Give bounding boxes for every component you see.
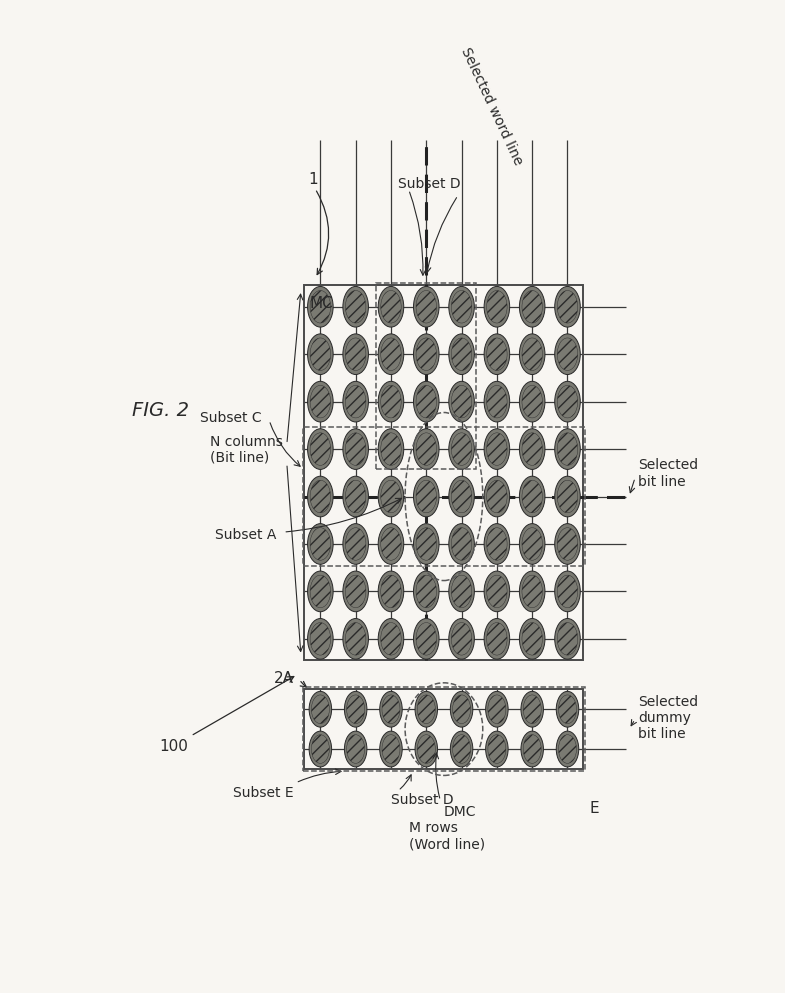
Ellipse shape xyxy=(484,381,509,422)
Ellipse shape xyxy=(343,477,368,517)
Ellipse shape xyxy=(378,524,403,565)
Ellipse shape xyxy=(308,287,333,328)
Ellipse shape xyxy=(554,429,580,470)
Ellipse shape xyxy=(414,731,437,767)
Ellipse shape xyxy=(413,571,439,612)
Ellipse shape xyxy=(378,429,403,470)
Ellipse shape xyxy=(413,287,439,328)
Ellipse shape xyxy=(413,335,439,375)
Ellipse shape xyxy=(379,691,402,727)
Ellipse shape xyxy=(448,524,474,565)
Ellipse shape xyxy=(378,619,403,659)
Ellipse shape xyxy=(378,571,403,612)
Ellipse shape xyxy=(450,691,473,727)
Ellipse shape xyxy=(345,691,367,727)
Text: E: E xyxy=(589,801,598,816)
Text: Subset C: Subset C xyxy=(200,411,262,425)
Ellipse shape xyxy=(448,335,474,375)
Ellipse shape xyxy=(519,619,545,659)
Text: Subset D: Subset D xyxy=(398,177,460,192)
Ellipse shape xyxy=(343,287,368,328)
Ellipse shape xyxy=(343,335,368,375)
Ellipse shape xyxy=(413,524,439,565)
Ellipse shape xyxy=(485,691,508,727)
Ellipse shape xyxy=(378,335,403,375)
Ellipse shape xyxy=(556,691,579,727)
Ellipse shape xyxy=(413,429,439,470)
Ellipse shape xyxy=(519,429,545,470)
Ellipse shape xyxy=(378,477,403,517)
Ellipse shape xyxy=(554,335,580,375)
Ellipse shape xyxy=(308,619,333,659)
Text: FIG. 2: FIG. 2 xyxy=(132,400,188,419)
Ellipse shape xyxy=(413,619,439,659)
Ellipse shape xyxy=(308,429,333,470)
Ellipse shape xyxy=(484,619,509,659)
Ellipse shape xyxy=(379,731,402,767)
Text: Selected
dummy
bit line: Selected dummy bit line xyxy=(638,694,698,741)
Ellipse shape xyxy=(484,571,509,612)
Ellipse shape xyxy=(413,381,439,422)
Ellipse shape xyxy=(309,731,331,767)
Ellipse shape xyxy=(414,691,437,727)
Ellipse shape xyxy=(485,731,508,767)
Ellipse shape xyxy=(484,287,509,328)
Ellipse shape xyxy=(484,335,509,375)
Ellipse shape xyxy=(308,335,333,375)
Ellipse shape xyxy=(519,524,545,565)
Text: 100: 100 xyxy=(159,677,294,754)
Ellipse shape xyxy=(519,335,545,375)
Text: N columns
(Bit line): N columns (Bit line) xyxy=(210,434,283,465)
Bar xyxy=(305,286,583,660)
Ellipse shape xyxy=(519,477,545,517)
Ellipse shape xyxy=(484,524,509,565)
Ellipse shape xyxy=(343,524,368,565)
Ellipse shape xyxy=(554,381,580,422)
Ellipse shape xyxy=(554,571,580,612)
Text: DMC: DMC xyxy=(444,805,476,819)
Ellipse shape xyxy=(343,571,368,612)
Ellipse shape xyxy=(448,287,474,328)
Text: 2A: 2A xyxy=(274,670,294,685)
Bar xyxy=(305,689,583,769)
Ellipse shape xyxy=(484,429,509,470)
Ellipse shape xyxy=(450,731,473,767)
Ellipse shape xyxy=(448,477,474,517)
Ellipse shape xyxy=(519,287,545,328)
Ellipse shape xyxy=(520,691,543,727)
Ellipse shape xyxy=(343,429,368,470)
Ellipse shape xyxy=(448,619,474,659)
Ellipse shape xyxy=(308,477,333,517)
Ellipse shape xyxy=(520,731,543,767)
Text: Subset E: Subset E xyxy=(233,785,294,799)
Ellipse shape xyxy=(308,524,333,565)
Ellipse shape xyxy=(519,571,545,612)
Ellipse shape xyxy=(554,524,580,565)
Ellipse shape xyxy=(448,381,474,422)
Text: Subset A: Subset A xyxy=(215,528,276,542)
Ellipse shape xyxy=(345,731,367,767)
Ellipse shape xyxy=(413,477,439,517)
Ellipse shape xyxy=(554,619,580,659)
Ellipse shape xyxy=(308,571,333,612)
Ellipse shape xyxy=(448,571,474,612)
Text: Selected
bit line: Selected bit line xyxy=(638,458,698,489)
Ellipse shape xyxy=(448,429,474,470)
Ellipse shape xyxy=(484,477,509,517)
Ellipse shape xyxy=(519,381,545,422)
Ellipse shape xyxy=(378,381,403,422)
Ellipse shape xyxy=(343,381,368,422)
Ellipse shape xyxy=(308,381,333,422)
Text: Subset D: Subset D xyxy=(391,793,454,807)
Text: Selected word line: Selected word line xyxy=(458,45,524,167)
Ellipse shape xyxy=(343,619,368,659)
Ellipse shape xyxy=(556,731,579,767)
Ellipse shape xyxy=(554,287,580,328)
Text: 1: 1 xyxy=(308,172,317,187)
Text: MC: MC xyxy=(309,295,334,311)
Ellipse shape xyxy=(554,477,580,517)
Text: M rows
(Word line): M rows (Word line) xyxy=(408,821,484,851)
Ellipse shape xyxy=(309,691,331,727)
Ellipse shape xyxy=(378,287,403,328)
